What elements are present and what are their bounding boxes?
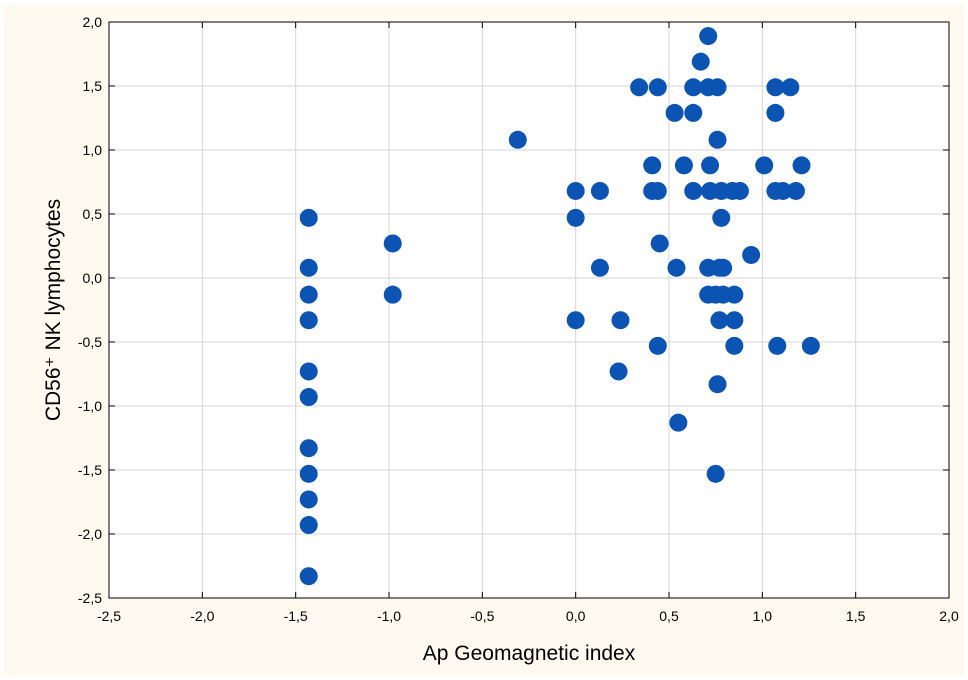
data-point	[566, 208, 585, 227]
x-tick-labels: -2,5 -2,0 -1,5 -1,0 -0,5 0,0 0,5 1,0 1,5 2,0	[97, 608, 959, 624]
data-point	[630, 78, 649, 97]
x-tick-label: 0,5	[659, 608, 679, 624]
data-point	[299, 258, 318, 277]
data-point	[684, 78, 703, 97]
data-point	[701, 156, 720, 175]
data-point	[643, 156, 662, 175]
plot-area	[108, 21, 950, 599]
data-points	[299, 27, 820, 586]
y-tick-label: 0,0	[83, 270, 103, 286]
data-point	[766, 78, 785, 97]
data-point	[684, 103, 703, 122]
data-point	[566, 311, 585, 330]
x-tick-label: 1,5	[846, 608, 866, 624]
x-tick-label: -2,0	[190, 608, 214, 624]
data-point	[674, 156, 693, 175]
data-point	[706, 464, 725, 483]
data-point	[299, 490, 318, 509]
data-point	[792, 156, 811, 175]
x-axis-title: Ap Geomagnetic index	[423, 642, 636, 665]
axis-ticks	[108, 21, 950, 599]
data-point	[714, 258, 733, 277]
y-tick-label: -2,5	[78, 590, 102, 606]
y-tick-label: -1,0	[78, 398, 102, 414]
data-point	[725, 285, 744, 304]
data-point	[299, 464, 318, 483]
data-point	[299, 439, 318, 458]
data-point	[708, 130, 727, 149]
data-point	[508, 130, 527, 149]
data-point	[712, 208, 731, 227]
y-tick-label: 1,0	[83, 142, 103, 158]
x-tick-label: 1,0	[753, 608, 773, 624]
data-point	[609, 362, 628, 381]
data-point	[699, 27, 718, 46]
data-point	[786, 181, 805, 200]
data-point	[710, 311, 729, 330]
x-tick-label: 0,0	[566, 608, 586, 624]
y-axis-title: CD56⁺ NK lymphocytes	[42, 199, 65, 421]
data-point	[299, 285, 318, 304]
y-tick-label: -2,0	[78, 526, 102, 542]
data-point	[684, 181, 703, 200]
data-point	[590, 258, 609, 277]
data-point	[299, 311, 318, 330]
data-point	[691, 52, 710, 71]
y-tick-label: 1,5	[83, 78, 103, 94]
data-point	[742, 245, 761, 264]
y-tick-label: -1,5	[78, 462, 102, 478]
data-point	[708, 78, 727, 97]
x-tick-label: 2,0	[939, 608, 959, 624]
data-point	[781, 78, 800, 97]
data-point	[665, 103, 684, 122]
x-tick-label: -0,5	[470, 608, 494, 624]
data-point	[708, 375, 727, 394]
data-point	[766, 103, 785, 122]
data-point	[299, 208, 318, 227]
data-point	[755, 156, 774, 175]
data-point	[648, 336, 667, 355]
data-point	[383, 285, 402, 304]
data-point	[650, 234, 669, 253]
data-point	[590, 181, 609, 200]
data-point	[299, 567, 318, 586]
y-tick-label: 2,0	[83, 14, 103, 30]
y-tick-labels: 2,0 1,5 1,0 0,5 0,0 -0,5 -1,0 -1,5 -2,0 -2,5	[78, 14, 102, 606]
data-point	[648, 78, 667, 97]
x-tick-label: -2,5	[97, 608, 121, 624]
data-point	[648, 181, 667, 200]
y-tick-label: 0,5	[83, 206, 103, 222]
chart-frame: -2,5 -2,0 -1,5 -1,0 -0,5 0,0 0,5 1,0 1,5 2,0 2,0 1…	[4, 4, 964, 676]
data-point	[299, 362, 318, 381]
scatter-chart: -2,5 -2,0 -1,5 -1,0 -0,5 0,0 0,5 1,0 1,5 2,0 2,0 1…	[42, 14, 959, 665]
data-point	[725, 336, 744, 355]
data-point	[730, 181, 749, 200]
data-point	[801, 336, 820, 355]
data-point	[566, 181, 585, 200]
data-point	[773, 181, 792, 200]
data-point	[383, 234, 402, 253]
y-tick-label: -0,5	[78, 334, 102, 350]
data-point	[299, 388, 318, 407]
data-point	[768, 336, 787, 355]
x-tick-label: -1,0	[377, 608, 401, 624]
x-tick-label: -1,5	[284, 608, 308, 624]
data-point	[611, 311, 630, 330]
data-point	[669, 413, 688, 432]
data-point	[667, 258, 686, 277]
data-point	[299, 516, 318, 535]
data-point	[725, 311, 744, 330]
